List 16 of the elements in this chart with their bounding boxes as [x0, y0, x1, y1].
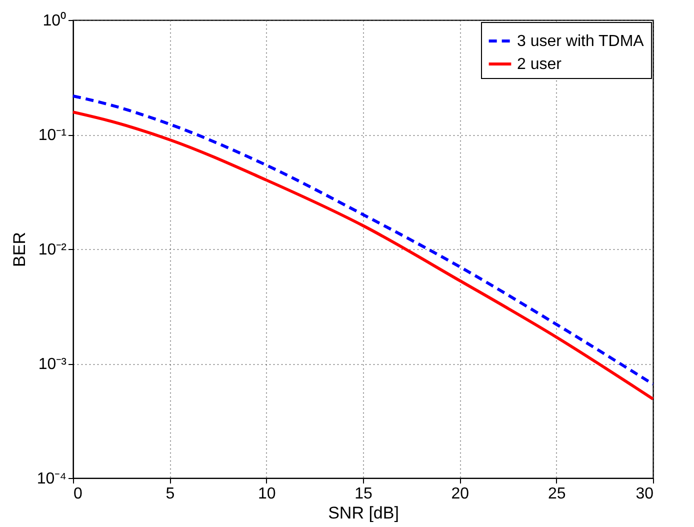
- x-tick-label: 30: [636, 486, 654, 502]
- x-tick-label: 15: [354, 486, 372, 502]
- x-tick-label: 5: [166, 486, 175, 502]
- x-tick-label: 25: [548, 486, 566, 502]
- y-tick-label: 10⁻¹: [38, 127, 66, 144]
- y-tick-label: 10⁻⁴: [36, 470, 67, 488]
- y-tick-label: 10⁻²: [38, 242, 68, 258]
- legend-label: 2 user: [517, 56, 562, 73]
- legend-label: 3 user with TDMA: [517, 33, 644, 50]
- y-tick-label: 10⁻³: [38, 356, 68, 373]
- y-axis-title: BER: [10, 232, 29, 267]
- x-axis-title: SNR [dB]: [328, 504, 399, 522]
- x-tick-label: 20: [451, 486, 470, 502]
- y-tick-label: 10⁰: [42, 12, 66, 30]
- x-tick-label: 0: [74, 486, 82, 502]
- x-tick-label: 10: [258, 486, 276, 502]
